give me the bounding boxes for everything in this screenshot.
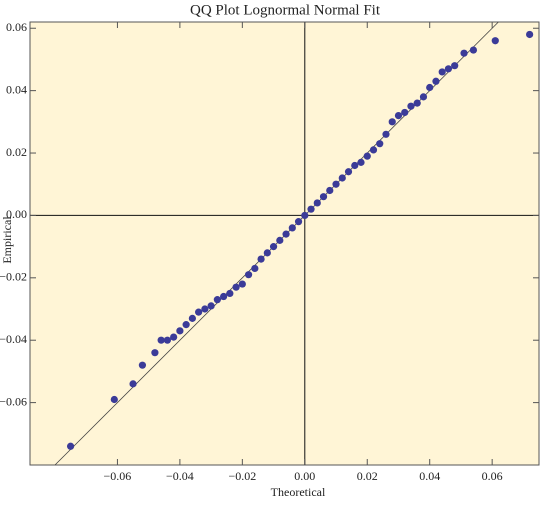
chart-title: QQ Plot Lognormal Normal Fit — [190, 2, 381, 18]
point — [201, 305, 209, 313]
point — [369, 146, 378, 154]
y-tick-label: −0.06 — [0, 394, 27, 408]
point — [526, 30, 534, 39]
plot-frame — [29, 21, 540, 466]
point — [226, 289, 234, 298]
y-tick-label: 0.02 — [6, 145, 27, 159]
point — [401, 108, 409, 117]
point — [269, 243, 278, 251]
x-tick-label: 0.06 — [482, 469, 503, 483]
point — [182, 321, 190, 329]
point — [376, 140, 384, 148]
point — [170, 333, 178, 341]
y-tick-label: 0.04 — [6, 82, 27, 96]
point — [460, 49, 468, 57]
point — [491, 37, 499, 45]
point — [66, 442, 75, 450]
point — [432, 77, 440, 85]
point — [282, 230, 290, 238]
point — [244, 271, 253, 279]
x-tick-label: 0.02 — [357, 469, 378, 483]
point — [276, 236, 284, 244]
point — [338, 174, 346, 182]
x-tick-label: −0.06 — [104, 469, 132, 483]
point — [188, 314, 196, 322]
point — [288, 224, 296, 232]
x-tick-label: 0.00 — [294, 469, 315, 483]
point — [251, 264, 259, 273]
y-axis-label: Empirical — [0, 216, 14, 264]
point — [157, 336, 165, 344]
point — [319, 193, 328, 201]
point — [394, 111, 403, 120]
point — [444, 65, 453, 73]
point — [344, 168, 353, 176]
point — [357, 158, 365, 166]
point — [238, 280, 246, 288]
x-tick-label: −0.02 — [228, 469, 256, 483]
point — [257, 255, 265, 263]
point — [176, 327, 184, 335]
point — [438, 68, 446, 76]
point — [138, 361, 147, 369]
point — [388, 118, 396, 126]
point — [419, 93, 428, 101]
y-tick-label: 0.06 — [6, 20, 27, 34]
point — [363, 152, 371, 160]
point — [426, 83, 434, 92]
point — [382, 130, 390, 138]
point — [232, 283, 240, 291]
point — [351, 161, 359, 170]
y-tick-label: −0.04 — [0, 332, 27, 346]
point — [129, 380, 137, 388]
x-axis-label: Theoretical — [271, 485, 326, 499]
point — [313, 199, 321, 207]
point — [263, 249, 271, 257]
point — [195, 308, 203, 316]
point — [207, 302, 215, 310]
point — [163, 336, 171, 344]
x-tick-label: 0.04 — [419, 469, 440, 483]
point — [451, 62, 459, 70]
point — [413, 99, 421, 107]
point — [220, 292, 228, 301]
y-tick-label: 0.00 — [6, 207, 27, 221]
point — [332, 180, 340, 188]
point — [213, 296, 221, 304]
y-tick-label: −0.02 — [0, 270, 27, 284]
point — [294, 218, 303, 226]
point — [407, 102, 415, 110]
point — [307, 205, 315, 213]
point — [110, 395, 118, 404]
x-tick-label: −0.04 — [166, 469, 194, 483]
point — [301, 211, 309, 220]
point — [326, 186, 334, 195]
point — [151, 349, 159, 357]
point — [469, 46, 478, 54]
